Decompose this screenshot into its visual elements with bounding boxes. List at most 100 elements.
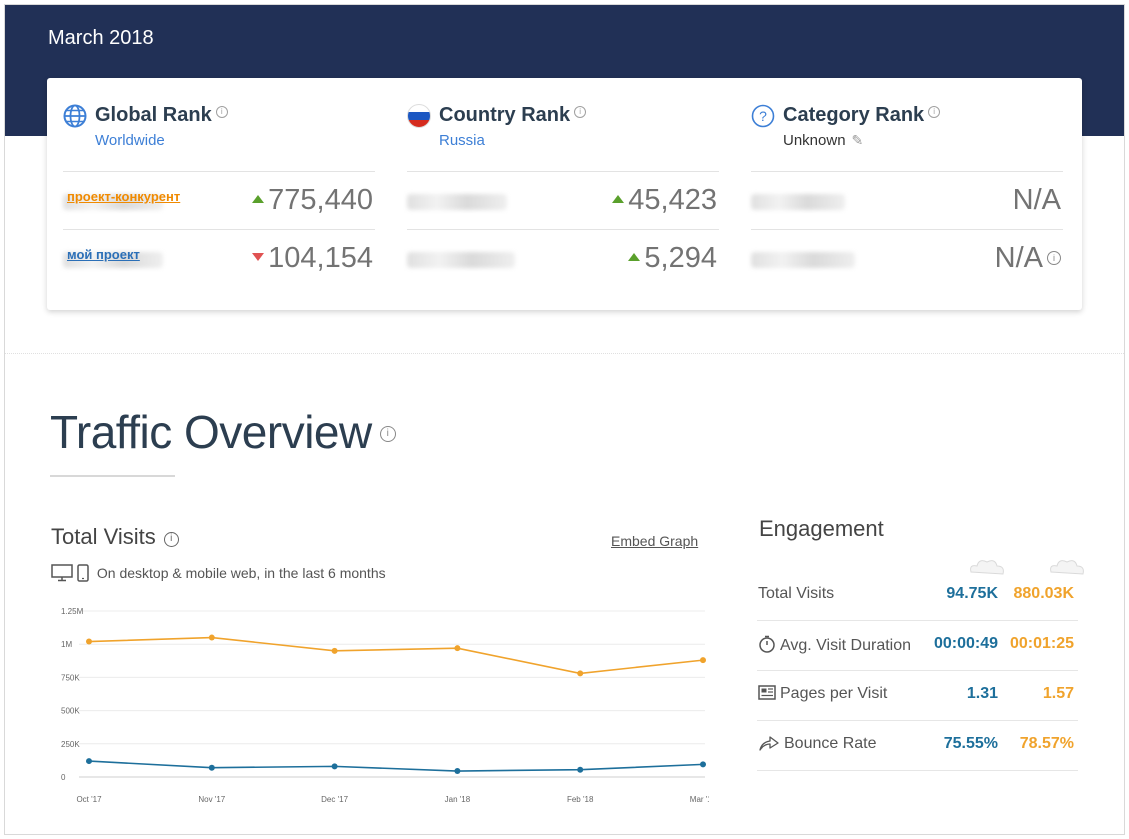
engagement-label: Bounce Rate [758, 735, 877, 753]
competitor-value: 880.03K [1013, 585, 1075, 602]
my-site-value: 94.75K [946, 585, 998, 602]
rank-value-text: 5,294 [644, 242, 717, 274]
global-rank-header: Global Rank i Worldwide [63, 104, 375, 154]
engagement-row-bounce-rate: Bounce Rate 75.55% 78.57% [757, 721, 1078, 771]
section-divider [5, 353, 1124, 354]
x-tick-label: Feb '18 [567, 795, 594, 804]
country-rank-title-text: Country Rank [439, 104, 571, 126]
pencil-icon[interactable]: ✎ [851, 132, 864, 148]
engagement-label-text: Bounce Rate [784, 735, 877, 752]
data-point[interactable] [86, 758, 92, 765]
category-rank-title-text: Category Rank [783, 104, 925, 126]
info-icon[interactable]: i [215, 106, 228, 118]
competitor-value: 78.57% [1019, 735, 1074, 752]
y-tick-label: 250K [61, 740, 80, 749]
blurred-site-name [751, 194, 845, 210]
traffic-title-text: Traffic Overview [50, 406, 372, 458]
global-rank-subtitle[interactable]: Worldwide [95, 132, 165, 149]
rank-value-text: 775,440 [268, 184, 373, 216]
y-tick-label: 0 [61, 773, 66, 782]
blurred-site-name [407, 194, 507, 210]
competitor-value: 1.57 [1042, 685, 1074, 702]
y-tick-label: 750K [61, 673, 80, 682]
data-point[interactable] [700, 761, 706, 768]
info-icon[interactable]: i [928, 106, 941, 118]
data-point[interactable] [208, 764, 215, 771]
country-rank-subtitle[interactable]: Russia [439, 132, 485, 149]
global-rank-value: 104,154 [252, 242, 373, 275]
competitor-site-label[interactable]: проект-конкурент [67, 189, 181, 204]
data-point[interactable] [331, 647, 338, 654]
device-note: On desktop & mobile web, in the last 6 m… [51, 564, 386, 582]
blurred-site-name [407, 252, 515, 268]
series-line [88, 636, 704, 675]
engagement-label: Total Visits [758, 585, 835, 602]
info-icon[interactable]: i [1047, 251, 1061, 265]
data-point[interactable] [208, 634, 215, 641]
blurred-site-name [751, 252, 855, 268]
page-frame: March 2018 Global Rank i Worldwide проект… [4, 4, 1125, 835]
x-tick-label: Jan '18 [445, 795, 471, 804]
country-rank-title: Country Rank i [439, 104, 587, 127]
data-point[interactable] [454, 768, 461, 775]
my-site-value: 00:00:49 [933, 635, 998, 652]
global-rank-title: Global Rank i [95, 104, 228, 127]
russia-flag-icon [407, 104, 431, 128]
report-date: March 2018 [48, 27, 154, 49]
page-title: Traffic Overview i [50, 405, 396, 459]
desktop-icon [51, 564, 73, 582]
country-rank-row: 45,423 [407, 171, 719, 229]
device-note-text: On desktop & mobile web, in the last 6 m… [96, 565, 386, 581]
rank-card: Global Rank i Worldwide проект-конкурент … [47, 78, 1082, 310]
global-rank-column: Global Rank i Worldwide проект-конкурент … [63, 78, 375, 310]
info-icon[interactable]: i [574, 106, 587, 118]
bounce-arrow-icon [759, 736, 779, 751]
data-point[interactable] [454, 645, 461, 652]
engagement-label: Pages per Visit [758, 685, 887, 703]
title-underline [50, 475, 175, 477]
embed-graph-link[interactable]: Embed Graph [611, 533, 699, 549]
engagement-row-pages-per-visit: Pages per Visit 1.31 1.57 [757, 671, 1078, 721]
data-point[interactable] [577, 766, 584, 773]
x-tick-label: Oct '17 [76, 795, 102, 804]
blurred-logo [970, 560, 1004, 575]
info-icon[interactable]: i [163, 532, 179, 547]
data-point[interactable] [700, 657, 706, 664]
category-rank-header: ? Category Rank i Unknown ✎ [751, 104, 1063, 154]
trend-up-icon [628, 253, 641, 261]
engagement-row-visit-duration: Avg. Visit Duration 00:00:49 00:01:25 [757, 621, 1078, 671]
data-point[interactable] [86, 638, 92, 645]
global-rank-row: проект-конкурент 775,440 [63, 171, 375, 229]
series-line [88, 760, 704, 772]
global-rank-value: 775,440 [252, 184, 373, 217]
y-tick-label: 1M [61, 640, 72, 649]
my-site-label[interactable]: мой проект [67, 247, 140, 262]
total-visits-chart: 0 250K 500K 750K 1M 1.25M Oct '17 Nov '17 Dec '1… [61, 607, 709, 804]
info-icon[interactable]: i [379, 426, 396, 442]
global-rank-row: мой проект 104,154 [63, 229, 375, 287]
competitor-value: 00:01:25 [1009, 635, 1074, 652]
my-site-value: 75.55% [943, 735, 998, 752]
country-rank-value: 5,294 [628, 242, 717, 275]
x-tick-label: Mar '18 [690, 795, 709, 804]
category-rank-value: N/A i [995, 242, 1061, 275]
category-rank-row: N/A [751, 171, 1063, 229]
category-name: Unknown [783, 132, 846, 149]
x-tick-label: Dec '17 [321, 795, 348, 804]
category-rank-subtitle: Unknown ✎ [783, 132, 863, 149]
category-rank-value: N/A [1012, 184, 1061, 216]
country-rank-header: Country Rank i Russia [407, 104, 719, 154]
globe-icon [63, 104, 87, 128]
engagement-label-text: Pages per Visit [780, 685, 888, 702]
country-rank-row: 5,294 [407, 229, 719, 287]
mobile-icon [77, 564, 89, 582]
data-point[interactable] [577, 670, 584, 677]
rank-value-text: 104,154 [268, 242, 373, 274]
engagement-title: Engagement [759, 516, 884, 541]
y-tick-label: 1.25M [61, 607, 84, 616]
data-point[interactable] [331, 763, 338, 770]
stopwatch-icon [759, 635, 775, 653]
svg-text:?: ? [759, 108, 767, 124]
trend-up-icon [252, 195, 265, 203]
blurred-site-name [63, 194, 163, 210]
